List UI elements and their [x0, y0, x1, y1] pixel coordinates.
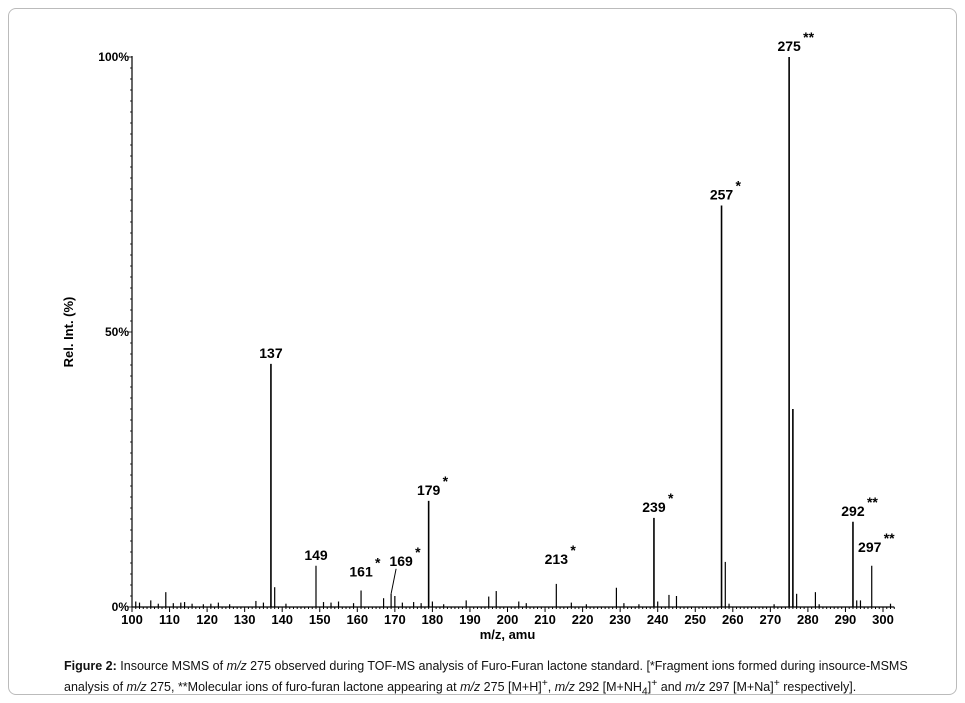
caption-text: 275 [M+H] — [480, 680, 542, 695]
peak-marker: ** — [884, 530, 895, 546]
x-tick-label: 120 — [196, 612, 218, 627]
peak-label: 137 — [259, 345, 283, 361]
x-tick-label: 110 — [159, 612, 180, 627]
x-tick-label: 300 — [872, 612, 894, 627]
caption-sup: + — [651, 678, 658, 689]
caption-text: 275 observed during TOF-MS analysis of F… — [64, 659, 908, 695]
x-tick-label: 260 — [722, 612, 744, 627]
caption-text: 275, **Molecular ions of furo-furan lact… — [146, 680, 461, 695]
y-tick-label: 50% — [105, 325, 129, 339]
y-tick-label: 0% — [112, 600, 130, 614]
mass-spectrum-chart: 100 110 120 130 140 150 160 170 180 190 200 210 220 2… — [61, 29, 895, 642]
x-tick-label: 290 — [835, 612, 857, 627]
peak-label: 292 — [841, 503, 865, 519]
leader-line — [390, 568, 397, 594]
x-tick-label: 220 — [572, 612, 594, 627]
peak-label: 275 — [777, 38, 801, 54]
caption-mz: m/z — [685, 680, 706, 695]
x-tick-label: 160 — [346, 612, 368, 627]
peak-marker: * — [415, 544, 421, 560]
peak-label: 179 — [417, 482, 441, 498]
peak-label: 169 — [389, 553, 413, 569]
x-tick-label: 200 — [497, 612, 519, 627]
peak-label: 297 — [858, 539, 882, 555]
x-tick-label: 270 — [759, 612, 781, 627]
x-tick-label: 170 — [384, 612, 406, 627]
x-tick-label: 280 — [797, 612, 819, 627]
caption-text: respectively]. — [779, 680, 857, 695]
caption-text: , — [547, 680, 555, 695]
caption-sup: + — [773, 678, 780, 689]
peak-marker: * — [375, 555, 381, 571]
caption-label: Figure 2: — [64, 659, 117, 673]
peak-label: 239 — [642, 499, 666, 515]
caption-sup: + — [541, 678, 548, 689]
peak-marker: ** — [867, 494, 878, 510]
peak-marker: ** — [803, 29, 814, 45]
x-tick-label: 250 — [684, 612, 706, 627]
x-tick-label: 140 — [271, 612, 293, 627]
caption-mz: m/z — [460, 680, 481, 695]
peak-marker: * — [443, 473, 449, 489]
x-tick-label: 150 — [309, 612, 331, 627]
caption-mz: m/z — [554, 680, 575, 695]
peak-marker: * — [736, 178, 742, 194]
peak-label: 149 — [304, 547, 328, 563]
x-tick-label: 190 — [459, 612, 481, 627]
x-tick-label: 230 — [609, 612, 631, 627]
x-tick-label: 100 — [121, 612, 143, 627]
peak-marker: * — [570, 542, 576, 558]
caption-text: Insource MSMS of — [116, 659, 227, 673]
caption-text: ] — [647, 680, 652, 695]
x-tick-label: 210 — [534, 612, 556, 627]
peak-label: 213 — [545, 551, 569, 567]
caption-mz: m/z — [126, 680, 147, 695]
x-tick-label: 240 — [647, 612, 669, 627]
x-tick-label: 180 — [422, 612, 444, 627]
peak-label: 161 — [349, 564, 373, 580]
caption-sub: 4 — [641, 686, 648, 698]
figure-frame: 100 110 120 130 140 150 160 170 180 190 200 210 220 2… — [8, 8, 957, 698]
figure-caption: Figure 2: Insource MSMS of m/z 275 obser… — [64, 658, 944, 701]
caption-mz: m/z — [226, 659, 247, 673]
y-tick-label: 100% — [98, 50, 129, 64]
caption-text: and — [657, 680, 686, 695]
y-axis-label: Rel. Int. (%) — [61, 297, 76, 368]
peak-marker: * — [668, 490, 674, 506]
caption-text: 297 [M+Na] — [705, 680, 774, 695]
x-tick-label: 130 — [234, 612, 256, 627]
peak-label: 257 — [710, 187, 734, 203]
caption-text: 292 [M+NH — [574, 680, 642, 695]
x-axis-label: m/z, amu — [480, 627, 536, 642]
